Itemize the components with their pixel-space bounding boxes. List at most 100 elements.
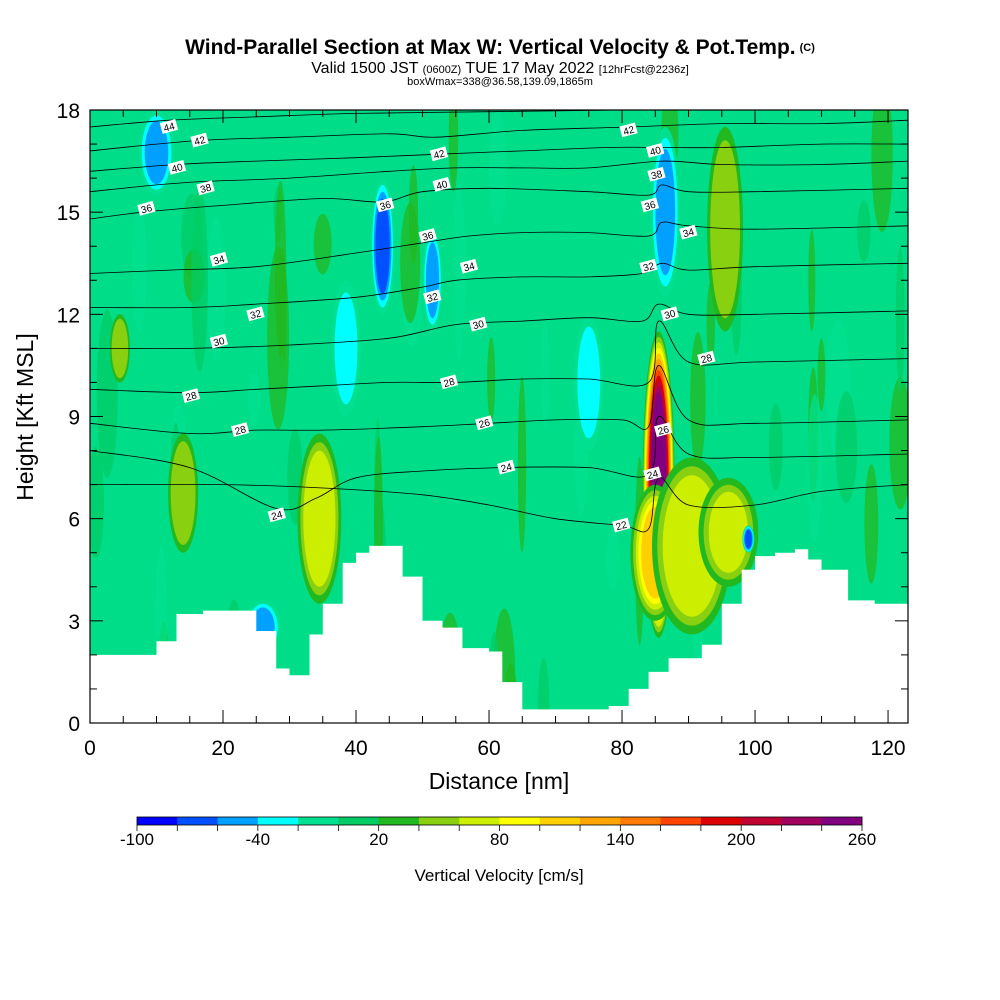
texture-patch	[835, 391, 858, 504]
texture-patch	[541, 323, 550, 428]
texture-patch	[889, 377, 908, 510]
contour-label-box	[660, 306, 679, 322]
colorbar-segment	[418, 817, 460, 825]
contour-label: 28	[697, 350, 716, 366]
contour-label: 36	[137, 200, 156, 217]
contour-label: 34	[679, 224, 698, 240]
texture-patch	[132, 204, 147, 333]
texture-patch	[817, 338, 826, 411]
x-tick-label: 100	[738, 737, 773, 760]
contour-label-box	[497, 459, 516, 475]
contour-label-box	[159, 119, 179, 134]
theta-contour-34	[90, 221, 908, 274]
contour-label-text: 24	[500, 462, 514, 476]
contour-label-box	[231, 422, 250, 438]
y-tick-label: 15	[57, 202, 80, 225]
contour-label: 40	[646, 143, 665, 159]
velocity-feature-level	[144, 121, 169, 185]
velocity-feature-level	[708, 491, 749, 573]
contour-label: 34	[459, 258, 479, 274]
colorbar-label: 80	[490, 830, 509, 849]
contour-label: 30	[469, 316, 488, 332]
velocity-feature-level	[306, 459, 333, 579]
contour-label-box	[267, 507, 286, 523]
contour-label-text: 36	[140, 203, 154, 217]
colorbar-segment	[700, 817, 742, 825]
contour-label: 26	[475, 415, 494, 431]
y-tick-label: 6	[68, 509, 80, 532]
contour-label-box	[639, 258, 658, 274]
contour-label-box	[209, 333, 229, 349]
contour-label: 38	[196, 180, 215, 196]
contour-label: 30	[209, 333, 229, 350]
colorbar-segment	[338, 817, 380, 825]
contour-label-box	[167, 160, 187, 175]
contour-label: 32	[639, 258, 658, 274]
contour-label-text: 42	[433, 148, 447, 162]
contour-label-box	[137, 200, 156, 216]
contour-label-box	[246, 306, 265, 322]
contour-label-text: 40	[649, 145, 663, 159]
texture-patch	[768, 403, 783, 491]
contour-label-text: 26	[657, 424, 671, 438]
texture-patch	[690, 332, 706, 468]
terrain	[90, 545, 908, 723]
contour-label-text: 40	[171, 162, 185, 176]
texture-patch	[895, 246, 905, 392]
theta-contour-30	[90, 303, 908, 350]
contour-label-text: 42	[193, 135, 207, 149]
colorbar-segment	[660, 817, 702, 825]
contour-label: 44	[159, 119, 179, 135]
contour-label-box	[640, 197, 660, 213]
contour-label-text: 38	[650, 169, 664, 183]
velocity-feature-level	[744, 529, 753, 549]
box-info: boxWmax=338@36.58,139.09,1865m	[407, 76, 593, 88]
contour-label: 42	[190, 132, 209, 149]
y-tick-label: 0	[68, 713, 80, 736]
contour-label: 36	[418, 228, 437, 244]
contour-label-box	[439, 374, 459, 390]
contour-label-text: 26	[478, 417, 492, 431]
contour-label-box	[697, 350, 716, 366]
theta-contour-42	[90, 119, 908, 152]
contour-label-text: 28	[234, 424, 248, 438]
velocity-feature-level	[425, 242, 440, 319]
contour-label-text: 38	[199, 182, 213, 196]
contour-label: 36	[376, 197, 395, 213]
colorbar-title: Vertical Velocity [cm/s]	[414, 866, 583, 885]
colorbar-segment	[539, 817, 581, 825]
texture-patch	[313, 213, 332, 275]
contour-label-box	[647, 166, 666, 182]
contour-label: 24	[643, 466, 662, 482]
contour-label: 32	[423, 289, 442, 305]
velocity-feature-level	[334, 292, 358, 405]
texture-patch	[90, 446, 104, 559]
velocity-features	[109, 110, 759, 655]
contour-label-text: 28	[443, 377, 457, 391]
contour-label-text: 30	[212, 336, 226, 350]
texture-patch	[808, 229, 816, 332]
theta-contour-32	[90, 262, 908, 309]
copyright-mark: (C)	[799, 42, 815, 54]
velocity-feature-level	[713, 153, 737, 306]
contour-label: 28	[181, 388, 201, 404]
contour-label-text: 22	[615, 520, 629, 534]
x-axis-title: Distance [nm]	[429, 768, 570, 794]
contour-label-box	[679, 224, 698, 240]
contour-label-text: 40	[435, 179, 449, 193]
contour-label-box	[209, 251, 229, 267]
contour-label-text: 32	[426, 291, 440, 305]
contour-label: 28	[439, 374, 459, 391]
x-tick-label: 0	[84, 737, 96, 760]
velocity-feature-level	[577, 326, 601, 439]
contour-label: 40	[167, 160, 187, 176]
contour-label: 24	[497, 459, 516, 476]
contour-label: 30	[660, 306, 679, 322]
contour-label: 28	[231, 422, 250, 438]
contour-label-text: 44	[163, 121, 177, 135]
velocity-feature-level	[655, 149, 676, 276]
texture-patch	[857, 200, 871, 262]
colorbar-segment	[821, 817, 863, 825]
contour-label-box	[376, 197, 395, 213]
